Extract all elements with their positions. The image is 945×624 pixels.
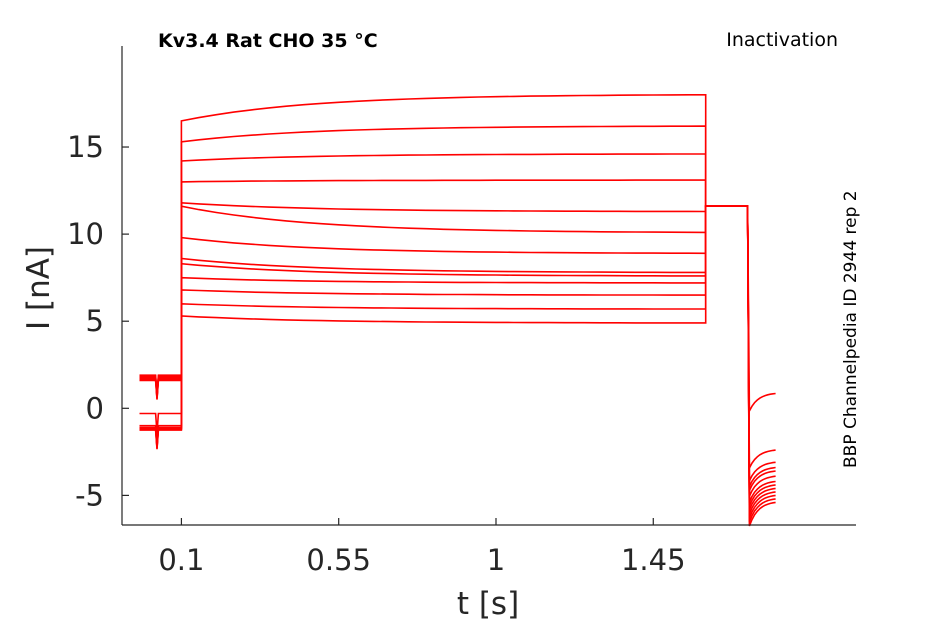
protocol-label: Inactivation: [726, 29, 838, 51]
x-ticks: 0.1 0.55 1 1.45: [158, 518, 686, 577]
y-ticks: -5 0 5 10 15: [67, 130, 129, 512]
current-trace: [139, 125, 776, 523]
axes: [121, 46, 856, 526]
current-trace: [139, 201, 776, 511]
y-tick-label: 0: [86, 391, 104, 425]
y-tick-label: 15: [67, 130, 104, 164]
y-tick-label: -5: [75, 478, 104, 512]
x-axis-label: t [s]: [457, 586, 519, 622]
y-axis-label: I [nA]: [21, 246, 57, 330]
source-label: BBP Channelpedia ID 2944 rep 2: [841, 190, 861, 468]
current-trace: [139, 205, 776, 507]
x-tick-label: 0.55: [306, 543, 371, 577]
current-trace: [139, 179, 776, 515]
current-trace: [139, 94, 776, 527]
x-tick-label: 0.1: [158, 543, 204, 577]
x-tick-label: 1: [487, 543, 505, 577]
x-tick-label: 1.45: [621, 543, 686, 577]
current-trace: [139, 153, 776, 519]
current-trace: [139, 205, 776, 503]
y-tick-label: 10: [67, 217, 104, 251]
current-trace: [139, 205, 776, 414]
chart-title: Kv3.4 Rat CHO 35 °C: [158, 30, 378, 52]
current-trace: [139, 205, 776, 487]
current-trace: [139, 205, 776, 482]
current-traces: [139, 94, 776, 527]
y-tick-label: 5: [86, 304, 104, 338]
current-trace: [139, 205, 776, 491]
current-trace: [139, 205, 776, 497]
current-trace: [139, 205, 776, 469]
